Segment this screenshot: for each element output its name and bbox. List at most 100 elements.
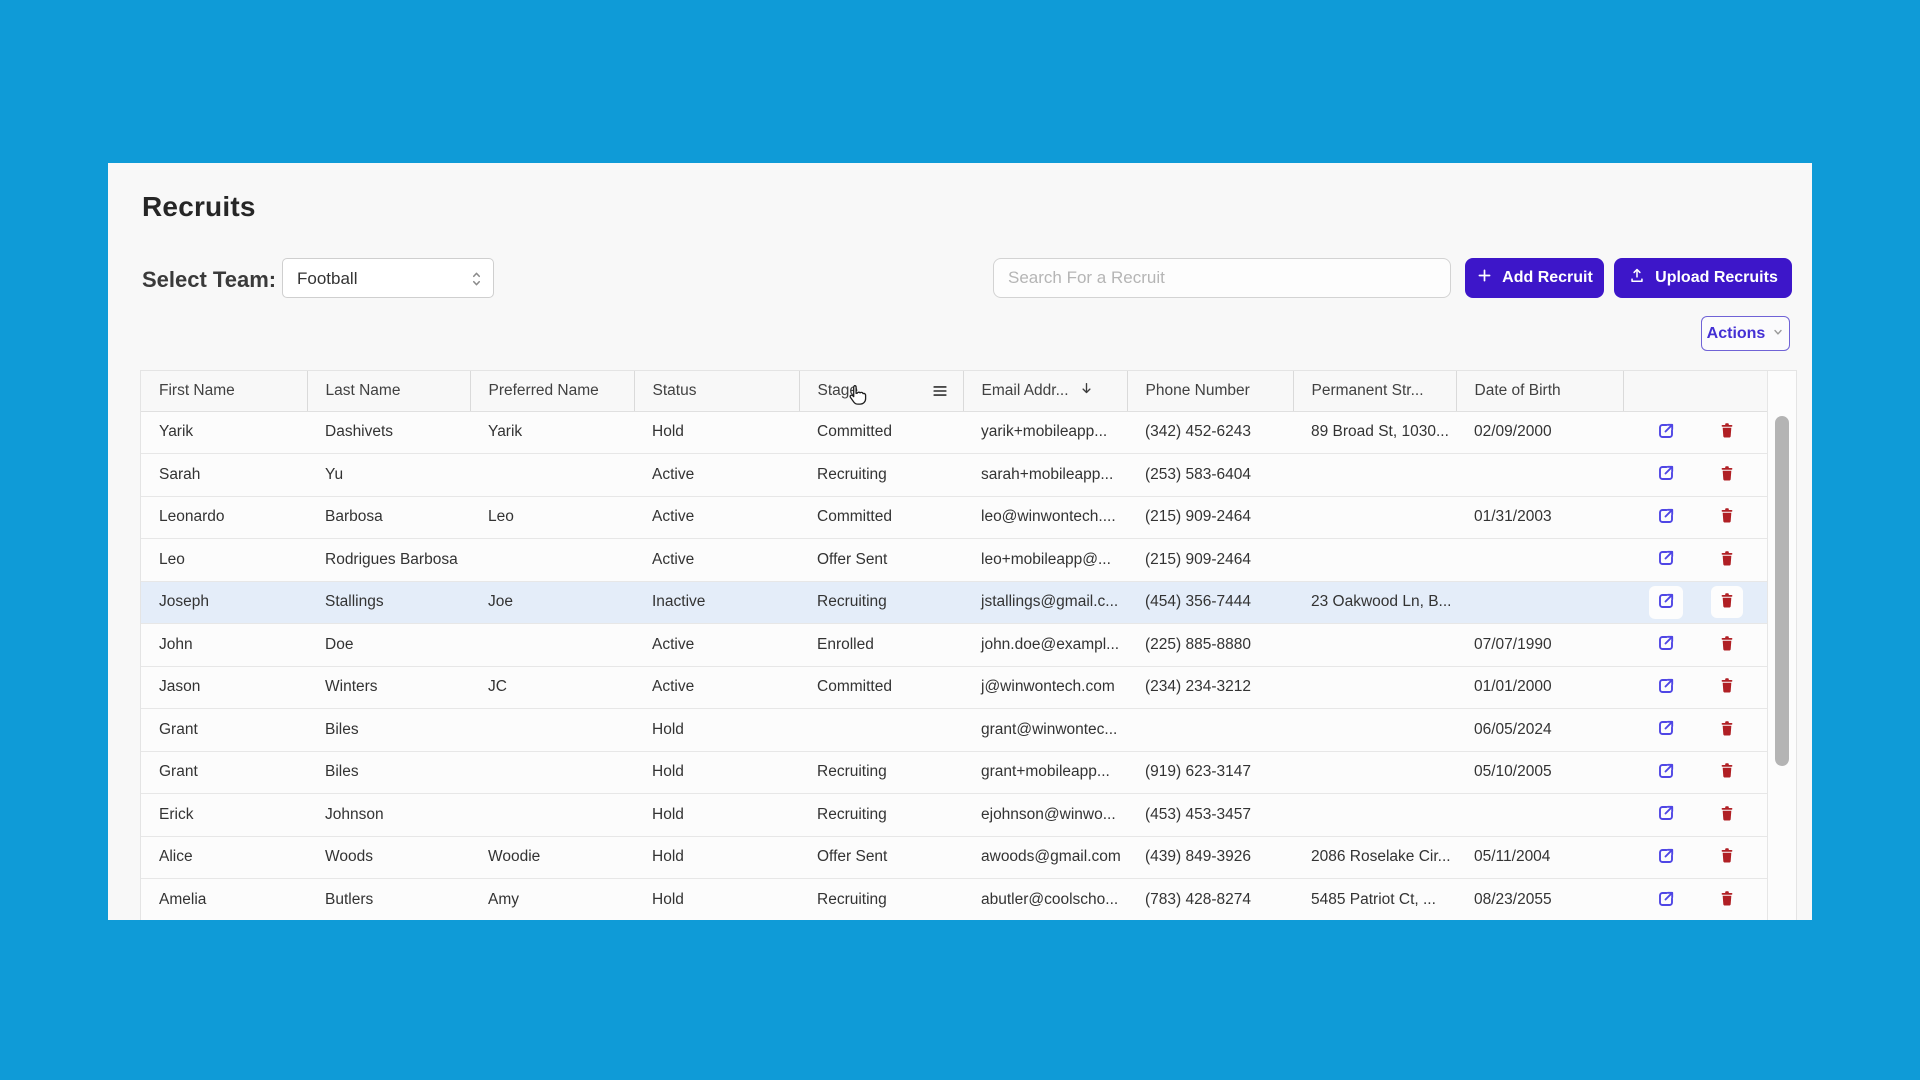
actions-label: Actions [1706, 324, 1766, 342]
table-row[interactable]: Amelia Butlers Amy Hold Recruiting abutl… [141, 878, 1769, 920]
cell-first-name: Alice [141, 835, 307, 879]
actions-button[interactable]: Actions [1701, 316, 1790, 351]
table-row[interactable]: Grant Biles Hold Recruiting grant+mobile… [141, 750, 1769, 794]
open-recruit-button[interactable] [1649, 543, 1683, 576]
trash-icon [1718, 889, 1736, 911]
open-recruit-button[interactable] [1649, 841, 1683, 874]
delete-recruit-button[interactable] [1711, 586, 1743, 619]
table-row[interactable]: Grant Biles Hold grant@winwontec... 06/0… [141, 708, 1769, 751]
open-recruit-button[interactable] [1649, 501, 1683, 534]
open-recruit-button[interactable] [1649, 713, 1683, 746]
add-recruit-button[interactable]: Add Recruit [1465, 258, 1604, 298]
column-header-date-of-birth[interactable]: Date of Birth [1456, 371, 1624, 412]
cell-preferred-name: Joe [470, 580, 634, 624]
cell-preferred-name: Yarik [488, 423, 523, 441]
delete-recruit-button[interactable] [1711, 416, 1743, 448]
column-header-permanent-street[interactable]: Permanent Str... [1293, 371, 1457, 412]
open-recruit-button[interactable] [1649, 628, 1683, 661]
cell-status: Inactive [634, 580, 799, 624]
open-recruit-button[interactable] [1649, 416, 1683, 449]
cell-preferred-name [470, 793, 634, 836]
sort-descending-arrow-icon[interactable] [1079, 381, 1094, 401]
table-row[interactable]: Alice Woods Woodie Hold Offer Sent awood… [141, 835, 1769, 879]
cell-email: john.doe@exampl... [963, 623, 1127, 666]
cell-date-of-birth: 02/09/2000 [1474, 423, 1552, 441]
delete-recruit-button[interactable] [1711, 841, 1743, 873]
table-row[interactable]: Sarah Yu Active Recruiting sarah+mobilea… [141, 453, 1769, 496]
column-header-stage[interactable]: Stage [799, 371, 964, 412]
delete-recruit-button[interactable] [1711, 671, 1743, 703]
trash-icon [1718, 676, 1736, 698]
vertical-scrollbar-track[interactable] [1767, 371, 1796, 920]
delete-recruit-button[interactable] [1711, 501, 1743, 533]
cell-permanent-street [1293, 495, 1456, 539]
open-recruit-button[interactable] [1649, 585, 1683, 619]
recruits-panel: Recruits Select Team: Football Add Recru… [108, 163, 1812, 920]
open-recruit-button[interactable] [1649, 756, 1683, 789]
delete-recruit-button[interactable] [1711, 629, 1743, 661]
plus-icon [1476, 267, 1493, 289]
cell-first-name: Sarah [141, 453, 307, 496]
delete-recruit-button[interactable] [1711, 544, 1743, 576]
table-row[interactable]: Yarik Dashivets Yarik Hold Committed yar… [141, 411, 1769, 454]
table-row[interactable]: John Doe Active Enrolled john.doe@exampl… [141, 623, 1769, 666]
column-header-email[interactable]: Email Addr... [963, 371, 1128, 412]
open-recruit-button[interactable] [1649, 671, 1683, 704]
search-input[interactable] [993, 258, 1451, 298]
cell-permanent-street: 23 Oakwood Ln, B... [1293, 580, 1456, 624]
cell-status: Active [634, 538, 799, 581]
cell-date-of-birth: 01/31/2003 [1456, 495, 1623, 539]
cell-email: abutler@coolscho... [963, 878, 1127, 920]
cell-preferred-name [470, 538, 634, 581]
chevron-down-icon [1772, 325, 1784, 343]
delete-recruit-button[interactable] [1711, 884, 1743, 916]
cell-email: sarah+mobileapp... [963, 453, 1127, 496]
delete-recruit-button[interactable] [1711, 714, 1743, 746]
cell-status: Active [634, 665, 799, 709]
table-row[interactable]: Leo Rodrigues Barbosa Active Offer Sent … [141, 538, 1769, 581]
cell-date-of-birth: 08/23/2055 [1456, 878, 1623, 920]
open-recruit-button[interactable] [1649, 884, 1683, 917]
table-row[interactable]: Jason Winters JC Active Committed j@winw… [141, 665, 1769, 709]
cell-stage: Committed [799, 665, 963, 709]
cell-actions [1623, 750, 1769, 794]
column-header-status[interactable]: Status [634, 371, 800, 412]
cell-status: Active [634, 453, 799, 496]
column-header-first-name[interactable]: First Name [141, 371, 308, 412]
team-select[interactable]: Football [282, 258, 494, 298]
external-link-icon [1656, 718, 1676, 741]
trash-icon [1718, 846, 1736, 868]
cell-email: jstallings@gmail.c... [963, 580, 1127, 624]
cell-stage [799, 708, 963, 751]
hamburger-menu-icon[interactable] [931, 382, 949, 400]
delete-recruit-button[interactable] [1711, 799, 1743, 831]
table-header-row: First Name Last Name Preferred Name Stat… [141, 371, 1769, 412]
cell-actions [1623, 665, 1769, 709]
external-link-icon [1656, 506, 1676, 529]
cell-email: grant+mobileapp... [963, 750, 1127, 794]
cell-permanent-street [1293, 665, 1456, 709]
cell-phone: (439) 849-3926 [1127, 835, 1293, 879]
column-header-last-name[interactable]: Last Name [307, 371, 471, 412]
table-row[interactable]: Joseph Stallings Joe Inactive Recruiting… [141, 580, 1769, 624]
delete-recruit-button[interactable] [1711, 756, 1743, 788]
trash-icon [1718, 634, 1736, 656]
cell-phone: (215) 909-2464 [1127, 495, 1293, 539]
column-header-phone[interactable]: Phone Number [1127, 371, 1294, 412]
vertical-scrollbar-thumb[interactable] [1775, 416, 1789, 766]
delete-recruit-button[interactable] [1711, 459, 1743, 491]
upload-recruits-button[interactable]: Upload Recruits [1614, 258, 1792, 298]
cell-permanent-street [1293, 623, 1456, 666]
upload-recruits-label: Upload Recruits [1655, 269, 1778, 286]
table-row[interactable]: Erick Johnson Hold Recruiting ejohnson@w… [141, 793, 1769, 836]
cell-phone: (253) 583-6404 [1127, 453, 1293, 496]
cell-stage: Recruiting [799, 750, 963, 794]
cell-first-name: John [141, 623, 307, 666]
open-recruit-button[interactable] [1649, 798, 1683, 831]
cell-status: Hold [652, 423, 684, 441]
cell-preferred-name [470, 623, 634, 666]
column-header-preferred-name[interactable]: Preferred Name [470, 371, 635, 412]
open-recruit-button[interactable] [1649, 458, 1683, 491]
table-row[interactable]: Leonardo Barbosa Leo Active Committed le… [141, 495, 1769, 539]
cell-first-name: Erick [141, 793, 307, 836]
